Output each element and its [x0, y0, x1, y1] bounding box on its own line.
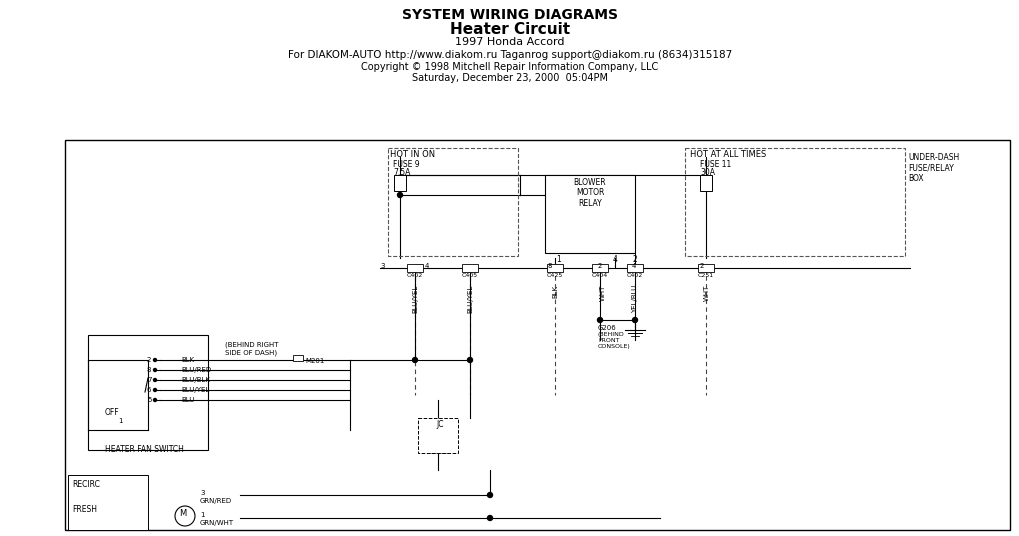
Text: C425: C425	[546, 273, 562, 278]
Text: BLU/YEL: BLU/YEL	[467, 285, 473, 313]
Bar	[685, 148, 904, 256]
Text: HOT IN ON: HOT IN ON	[389, 150, 435, 159]
Circle shape	[153, 369, 156, 371]
Text: OFF: OFF	[105, 408, 119, 417]
Text: HOT AT ALL TIMES: HOT AT ALL TIMES	[689, 150, 765, 159]
Text: M: M	[179, 510, 186, 518]
Text: 1: 1	[555, 255, 560, 264]
Text: JC: JC	[436, 420, 443, 429]
Circle shape	[153, 378, 156, 382]
Circle shape	[632, 317, 637, 323]
Text: BLOWER
MOTOR
RELAY: BLOWER MOTOR RELAY	[573, 178, 605, 208]
Text: BLU/YEL: BLU/YEL	[412, 285, 418, 313]
Text: G206: G206	[597, 325, 616, 331]
Text: (BEHIND
FRONT
CONSOLE): (BEHIND FRONT CONSOLE)	[597, 332, 630, 348]
Text: BLK: BLK	[180, 357, 194, 363]
Text: 4: 4	[425, 263, 429, 269]
Text: 8: 8	[547, 263, 552, 269]
Text: WHT: WHT	[599, 285, 605, 301]
Bar	[418, 418, 458, 453]
Bar	[68, 475, 148, 530]
Text: RECIRC: RECIRC	[72, 480, 100, 489]
Circle shape	[487, 516, 492, 520]
Text: 3: 3	[200, 490, 204, 496]
Text: 2: 2	[147, 357, 151, 363]
Text: BLU/YEL: BLU/YEL	[180, 387, 209, 393]
Text: WHT: WHT	[703, 285, 709, 301]
Text: C251: C251	[697, 273, 713, 278]
Text: C402: C402	[407, 273, 423, 278]
Text: C404: C404	[591, 273, 607, 278]
Bar	[591, 264, 607, 272]
Text: For DIAKOM-AUTO http://www.diakom.ru Taganrog support@diakom.ru (8634)315187: For DIAKOM-AUTO http://www.diakom.ru Tag…	[287, 50, 732, 60]
Text: SYSTEM WIRING DIAGRAMS: SYSTEM WIRING DIAGRAMS	[401, 8, 618, 22]
Text: 7: 7	[147, 377, 152, 383]
Circle shape	[487, 493, 492, 497]
Bar	[544, 175, 635, 253]
Circle shape	[597, 317, 602, 323]
Text: BLU: BLU	[180, 397, 195, 403]
Bar	[387, 148, 518, 256]
Text: GRN/RED: GRN/RED	[200, 498, 232, 504]
Text: 30A: 30A	[699, 168, 714, 177]
Text: BLU/BLK: BLU/BLK	[180, 377, 210, 383]
Circle shape	[412, 358, 417, 362]
Text: 1997 Honda Accord: 1997 Honda Accord	[454, 37, 565, 47]
Text: 2: 2	[633, 255, 637, 264]
Text: 4: 4	[632, 263, 636, 269]
Bar	[462, 264, 478, 272]
Text: FUSE 9: FUSE 9	[392, 160, 419, 169]
Text: 2: 2	[699, 263, 704, 269]
Text: 2: 2	[597, 263, 602, 269]
Circle shape	[153, 389, 156, 391]
Circle shape	[397, 192, 403, 197]
Text: C405: C405	[462, 273, 478, 278]
Bar	[697, 264, 713, 272]
Text: BLU/RED: BLU/RED	[180, 367, 211, 373]
Circle shape	[467, 358, 472, 362]
Bar	[699, 175, 711, 191]
Text: UNDER-DASH
FUSE/RELAY
BOX: UNDER-DASH FUSE/RELAY BOX	[907, 153, 958, 183]
Circle shape	[153, 398, 156, 401]
Bar	[65, 140, 1009, 530]
Text: Saturday, December 23, 2000  05:04PM: Saturday, December 23, 2000 05:04PM	[412, 73, 607, 83]
Text: 1: 1	[118, 418, 122, 424]
Text: 7.5A: 7.5A	[392, 168, 410, 177]
Text: 8: 8	[147, 367, 152, 373]
Text: M201: M201	[305, 358, 324, 364]
Text: HEATER FAN SWITCH: HEATER FAN SWITCH	[105, 445, 183, 454]
Bar	[393, 175, 406, 191]
Text: C402: C402	[627, 273, 643, 278]
Text: FUSE 11: FUSE 11	[699, 160, 731, 169]
Bar	[627, 264, 642, 272]
Text: FRESH: FRESH	[72, 505, 97, 514]
Text: 5: 5	[147, 397, 151, 403]
Bar	[546, 264, 562, 272]
Text: YEL/BLU: YEL/BLU	[632, 285, 637, 313]
Bar	[407, 264, 423, 272]
Text: 3: 3	[380, 263, 384, 269]
Text: 6: 6	[147, 387, 152, 393]
Text: (BEHIND RIGHT
SIDE OF DASH): (BEHIND RIGHT SIDE OF DASH)	[225, 342, 278, 356]
Text: Copyright © 1998 Mitchell Repair Information Company, LLC: Copyright © 1998 Mitchell Repair Informa…	[361, 62, 658, 72]
Bar	[292, 355, 303, 361]
Text: GRN/WHT: GRN/WHT	[200, 520, 234, 526]
Bar	[88, 335, 208, 450]
Text: 1: 1	[200, 512, 204, 518]
Text: BLK: BLK	[551, 285, 557, 298]
Circle shape	[153, 359, 156, 361]
Text: Heater Circuit: Heater Circuit	[449, 22, 570, 37]
Text: 4: 4	[612, 255, 618, 264]
